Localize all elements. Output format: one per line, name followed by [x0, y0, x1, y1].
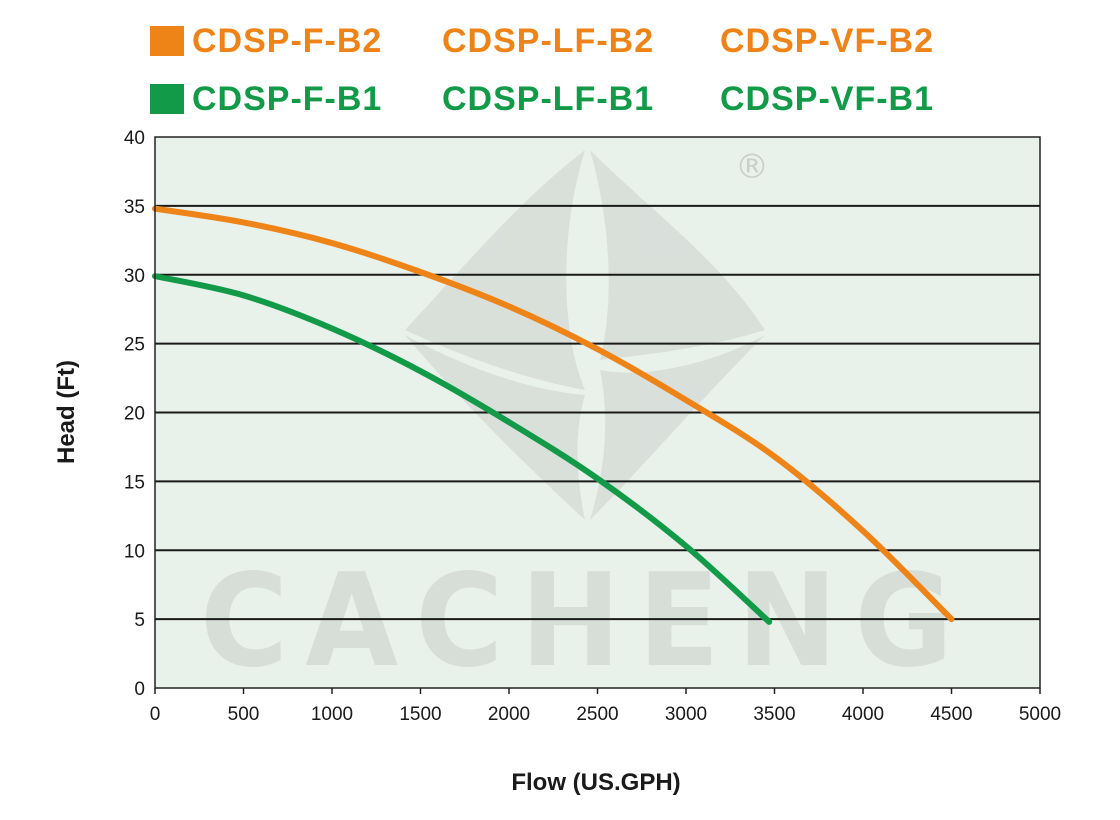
- y-axis-ticks: 0 5 10 15 20 25 30 35 40: [124, 128, 145, 700]
- legend-swatch-b1: [150, 84, 184, 114]
- x-tick-label-0: 0: [150, 704, 161, 725]
- x-axis-ticks: 0 500 1000 1500 2000 2500 3000 3500 4000 4500 5000: [150, 688, 1061, 725]
- legend-label-lf-b2: CDSP-LF-B2: [442, 21, 655, 60]
- chart-legend: CDSP-F-B2 CDSP-LF-B2 CDSP-VF-B2 CDSP-F-B…: [150, 12, 980, 128]
- y-tick-label-5: 5: [134, 610, 145, 631]
- x-axis-title: Flow (US.GPH): [511, 769, 680, 796]
- legend-label-vf-b1: CDSP-VF-B1: [720, 79, 935, 118]
- x-tick-label-2500: 2500: [576, 704, 618, 725]
- cacheng-leaf-logo-icon: [405, 150, 765, 520]
- x-tick-label-2000: 2000: [488, 704, 530, 725]
- x-tick-label-5000: 5000: [1019, 704, 1061, 725]
- legend-row-b2: CDSP-F-B2 CDSP-LF-B2 CDSP-VF-B2: [150, 12, 980, 70]
- y-axis-title: Head (Ft): [53, 360, 80, 464]
- x-tick-label-1000: 1000: [311, 704, 353, 725]
- registered-mark: ®: [735, 147, 769, 187]
- legend-label-vf-b2: CDSP-VF-B2: [720, 21, 935, 60]
- x-tick-label-3500: 3500: [753, 704, 795, 725]
- grid-lines: [155, 204, 1040, 621]
- watermark: ® CACHENG: [200, 147, 970, 696]
- x-tick-label-500: 500: [228, 704, 260, 725]
- y-tick-label-25: 25: [124, 335, 145, 356]
- watermark-brand-text: CACHENG: [200, 547, 970, 696]
- x-tick-label-4500: 4500: [930, 704, 972, 725]
- series-line-b1: [152, 273, 773, 625]
- plot-frame: [154, 136, 1041, 689]
- y-tick-label-0: 0: [134, 679, 145, 700]
- y-tick-label-20: 20: [124, 404, 145, 425]
- legend-row-b1: CDSP-F-B1 CDSP-LF-B1 CDSP-VF-B1: [150, 70, 980, 128]
- x-tick-label-1500: 1500: [399, 704, 441, 725]
- y-tick-label-40: 40: [124, 128, 145, 149]
- y-tick-label-10: 10: [124, 541, 145, 562]
- y-tick-label-15: 15: [124, 472, 145, 493]
- legend-label-f-b2: CDSP-F-B2: [192, 21, 383, 60]
- y-tick-label-30: 30: [124, 266, 145, 287]
- series-lines: [152, 205, 955, 625]
- y-tick-label-35: 35: [124, 197, 145, 218]
- x-tick-label-3000: 3000: [665, 704, 707, 725]
- series-line-b2: [152, 205, 955, 623]
- x-tick-label-4000: 4000: [842, 704, 884, 725]
- legend-label-lf-b1: CDSP-LF-B1: [442, 79, 655, 118]
- legend-swatch-b2: [150, 26, 184, 56]
- legend-label-f-b1: CDSP-F-B1: [192, 79, 383, 118]
